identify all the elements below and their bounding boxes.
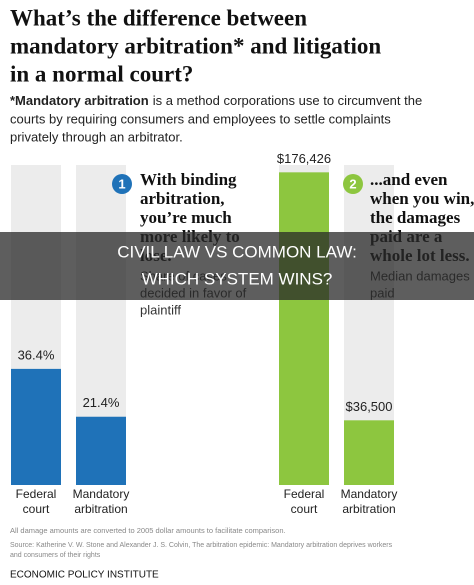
chart-heading: you’re much xyxy=(140,208,232,227)
chart-heading: With binding xyxy=(140,170,237,189)
definition-term: *Mandatory arbitration xyxy=(10,93,149,108)
badge-number: 1 xyxy=(118,176,125,191)
bar xyxy=(279,172,329,485)
definition: privately through an arbitrator. xyxy=(10,129,183,144)
category-label: Federal xyxy=(16,487,57,501)
category-label: Mandatory xyxy=(73,487,130,501)
value-label: $36,500 xyxy=(346,399,393,414)
category-label: arbitration xyxy=(74,502,127,516)
value-label: $176,426 xyxy=(277,151,331,166)
note: All damage amounts are converted to 2005… xyxy=(10,526,286,535)
definition-text: is a method corporations use to circumve… xyxy=(153,93,423,108)
bar xyxy=(344,420,394,485)
source: and consumers of their rights xyxy=(10,552,101,559)
badge-number: 2 xyxy=(349,176,356,191)
title: mandatory arbitration* and litigation xyxy=(10,33,381,58)
chart-heading: when you win, xyxy=(370,189,474,208)
banner-text: WHICH SYSTEM WINS? xyxy=(142,269,333,288)
source: Source: Katherine V. W. Stone and Alexan… xyxy=(10,542,393,549)
bar xyxy=(11,368,61,485)
value-label: 36.4% xyxy=(18,347,55,362)
definition: courts by requiring consumers and employ… xyxy=(10,111,391,126)
value-label: 21.4% xyxy=(83,395,120,410)
category-label: Mandatory xyxy=(341,487,398,501)
title: in a normal court? xyxy=(10,61,193,86)
badge xyxy=(112,174,132,194)
title: What’s the difference between xyxy=(10,5,307,30)
badge xyxy=(343,174,363,194)
category-label: Federal xyxy=(284,487,325,501)
bar xyxy=(76,416,126,485)
chart-heading: ...and even xyxy=(370,170,448,189)
banner-text: CIVIL LAW VS COMMON LAW: xyxy=(117,242,357,261)
banner xyxy=(0,232,474,300)
chart-heading: arbitration, xyxy=(140,189,225,208)
chart-subtitle: plaintiff xyxy=(140,302,181,317)
chart-heading: the damages xyxy=(370,208,461,227)
category-label: court xyxy=(23,502,50,516)
definition: *Mandatory arbitration is a method corpor… xyxy=(10,93,422,108)
publisher: ECONOMIC POLICY INSTITUTE xyxy=(10,570,159,581)
category-label: arbitration xyxy=(342,502,395,516)
category-label: court xyxy=(291,502,318,516)
